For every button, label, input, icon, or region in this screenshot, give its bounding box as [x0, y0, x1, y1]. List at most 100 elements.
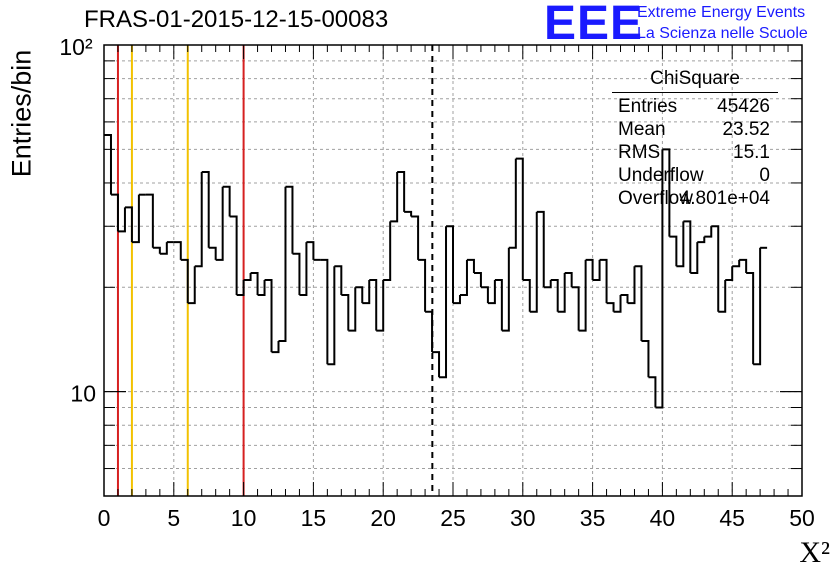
histogram-bin	[508, 158, 517, 249]
histogram-bin	[522, 278, 531, 312]
histogram-bin	[215, 186, 224, 261]
y-axis-label: Entries/bin	[6, 49, 37, 178]
stats-key: Overflow	[618, 188, 693, 209]
histogram-bin	[543, 279, 552, 289]
histogram-bin	[697, 236, 706, 244]
stats-key: Mean	[618, 119, 666, 140]
x-tick-label: 50	[789, 505, 815, 531]
histogram-bin	[411, 215, 420, 260]
histogram-bin	[515, 157, 524, 280]
histogram-bin	[187, 266, 196, 305]
x-tick-label: 25	[440, 505, 466, 531]
histogram-bin	[117, 207, 126, 233]
stats-value: 15.1	[733, 142, 770, 163]
stats-value: 4.801e+04	[679, 188, 770, 209]
histogram-bin	[627, 266, 636, 305]
stats-row: Mean 23.52	[612, 118, 778, 141]
histogram-bin	[725, 266, 734, 281]
histogram-bin	[285, 185, 294, 254]
chart-title: FRAS-01-2015-12-15-00083	[84, 6, 389, 33]
histogram-bin	[446, 225, 454, 304]
histogram-bin	[599, 258, 608, 304]
logo-caption-line1: Extreme Energy Events	[637, 4, 806, 21]
histogram-bin	[753, 247, 762, 366]
histogram-bin	[620, 294, 629, 304]
histogram-bin	[208, 246, 217, 260]
y-axis-label-wrap: Entries/bin	[2, 40, 42, 190]
histogram-bin	[348, 287, 357, 332]
x-tick-label: 15	[301, 505, 327, 531]
histogram-bin	[327, 266, 336, 366]
histogram-bin	[641, 339, 650, 378]
histogram-bin	[453, 295, 461, 305]
x-tick-label: 45	[719, 505, 745, 531]
x-tick-label: 5	[167, 505, 180, 531]
histogram-bin	[466, 258, 475, 273]
histogram-bin	[501, 247, 510, 332]
histogram-bin	[355, 286, 364, 304]
histogram-bin	[739, 258, 748, 273]
histogram-bin	[369, 278, 378, 331]
histogram-bin	[473, 271, 482, 288]
histogram-bin	[718, 279, 727, 313]
stats-row: Entries 45426	[612, 95, 778, 118]
histogram-bin	[494, 278, 503, 331]
histogram-bin	[536, 210, 545, 288]
histogram-bin	[418, 258, 427, 312]
x-tick-label: 35	[580, 505, 606, 531]
histogram-bin	[306, 241, 315, 260]
histogram-bin	[585, 258, 594, 280]
histogram-bin	[655, 149, 664, 409]
histogram-bin	[250, 271, 259, 296]
x-tick-label: 30	[510, 505, 536, 531]
histogram-bin	[180, 258, 189, 304]
stats-title: ChiSquare	[612, 68, 778, 93]
histogram-bin	[404, 210, 413, 217]
stats-value: 45426	[717, 96, 770, 117]
axes: 0 5 10 15 20 25 30 35 40 45 50 10 10²	[59, 34, 814, 531]
histogram-bin	[243, 272, 252, 281]
stats-value: 23.52	[722, 119, 770, 140]
histogram-bin	[690, 242, 699, 274]
marker-lines	[116, 45, 434, 496]
histogram-bin	[746, 271, 755, 365]
histogram-bin	[152, 246, 161, 254]
eee-logo: EEE	[544, 0, 644, 50]
histogram-bin	[550, 278, 559, 312]
histogram-bin	[732, 259, 741, 268]
logo-caption-line2: La Scienza nelle Scuole	[637, 25, 808, 42]
stats-value: 0	[759, 165, 770, 186]
stats-key: RMS	[618, 142, 661, 163]
histogram-bin	[676, 221, 685, 268]
histogram-bin	[145, 193, 154, 248]
histogram-bin	[299, 242, 308, 297]
histogram-bin	[222, 185, 231, 217]
histogram-bin	[376, 279, 385, 332]
histogram-bin	[194, 172, 203, 268]
histogram-bin	[564, 271, 573, 288]
logo-caption: Extreme Energy Events La Scienza nelle S…	[637, 2, 808, 44]
stats-box: ChiSquare Entries 45426 Mean 23.52 RMS 15.1…	[612, 68, 778, 210]
histogram-bin	[131, 194, 140, 244]
histogram-bin	[229, 215, 238, 296]
histogram-bin	[487, 279, 496, 305]
histogram-bin	[292, 252, 301, 296]
histogram-bin	[110, 193, 119, 232]
histogram-bin	[592, 259, 601, 281]
histogram-bin	[459, 259, 468, 297]
histogram-bin	[271, 340, 280, 354]
histogram-bin	[557, 272, 566, 313]
histogram-bin	[425, 310, 434, 353]
histogram-bin	[432, 351, 441, 378]
histogram-bin	[634, 265, 643, 341]
histogram-bin	[613, 295, 622, 313]
histogram-bin	[578, 259, 587, 332]
histogram-bin	[390, 172, 399, 223]
histogram-bin	[704, 226, 713, 238]
histogram-bin	[236, 279, 245, 297]
histogram-bin	[683, 220, 692, 273]
histogram-bin	[669, 235, 678, 267]
histogram-bin	[397, 171, 406, 212]
stats-key: Entries	[618, 96, 678, 117]
